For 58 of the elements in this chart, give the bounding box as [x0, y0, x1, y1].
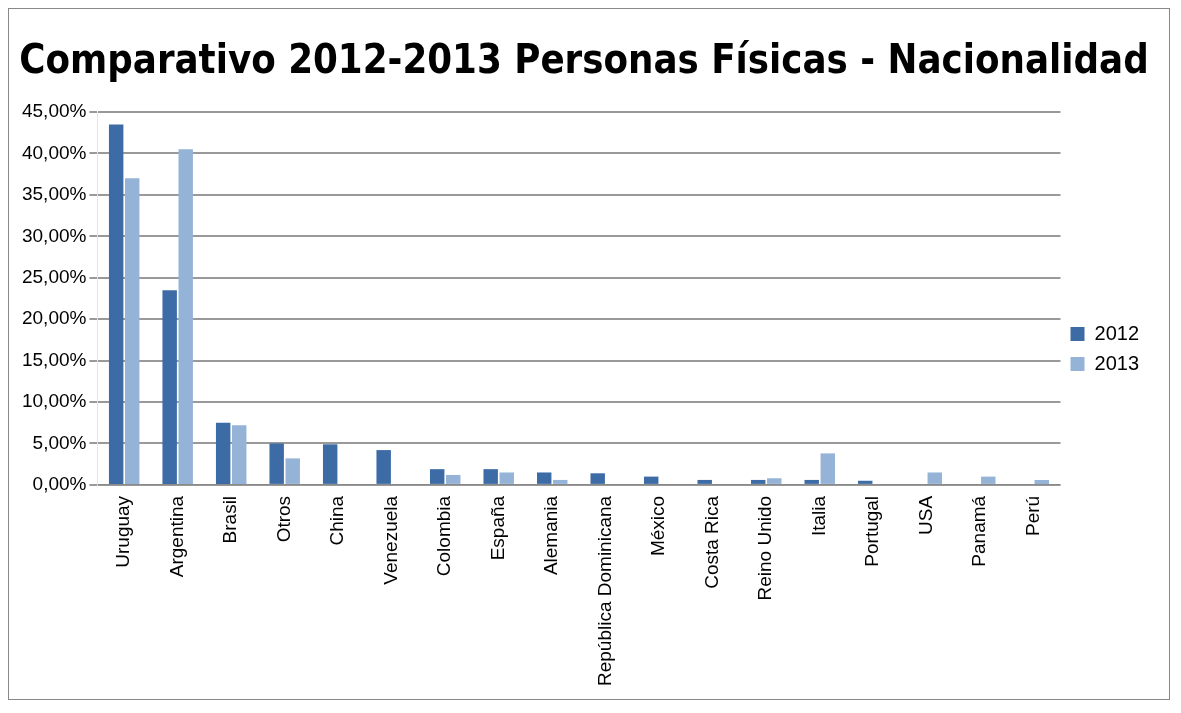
x-tick-label: Reino Unido: [754, 495, 776, 601]
legend-label: 2013: [1094, 351, 1140, 374]
y-tick-label: 35,00%: [21, 183, 87, 205]
bar: [215, 422, 231, 484]
y-tick-label: 30,00%: [21, 224, 87, 246]
y-tick-label: 25,00%: [21, 265, 87, 287]
bar: [232, 425, 247, 484]
bar: [590, 473, 605, 484]
x-tick-label: Venezuela: [379, 495, 401, 585]
x-tick-label: España: [486, 495, 508, 561]
chart-title: Comparativo 2012-2013 Personas Físicas - Nacionalidad: [19, 36, 1149, 83]
y-tick-label: 0,00%: [32, 473, 87, 495]
bar: [981, 476, 996, 484]
x-tick-label: Otros: [272, 495, 294, 543]
y-tick-label: 40,00%: [21, 141, 87, 163]
bar: [285, 458, 300, 484]
x-tick-label: Brasil: [219, 495, 241, 544]
bar: [697, 479, 712, 484]
x-tick-label: México: [647, 495, 669, 557]
bar: [162, 290, 177, 484]
x-tick-label: USA: [914, 495, 936, 535]
bar: [858, 480, 873, 484]
bar: [376, 450, 391, 484]
bar: [499, 472, 514, 484]
bar: [125, 178, 140, 484]
bar: [643, 476, 659, 484]
bar: [446, 474, 461, 484]
y-tick-label: 15,00%: [21, 348, 87, 370]
x-tick-label: China: [326, 495, 348, 546]
bar: [553, 479, 568, 484]
x-tick-label: República Dominicana: [593, 495, 615, 687]
bar: [429, 469, 445, 484]
x-tick-label: Costa Rica: [700, 495, 722, 589]
legend-label: 2012: [1094, 321, 1140, 344]
x-tick-label: Panamá: [968, 495, 990, 567]
y-tick-label: 10,00%: [21, 390, 87, 412]
x-tick-label: Perú: [1021, 495, 1043, 537]
x-tick-label: Portugal: [861, 495, 883, 567]
bar: [483, 469, 498, 484]
bar: [1034, 479, 1050, 484]
bar: [820, 453, 835, 484]
bar: [804, 479, 819, 484]
y-tick-label: 5,00%: [32, 431, 87, 453]
x-tick-label: Argentina: [165, 495, 187, 578]
x-tick-label: Alemania: [540, 495, 562, 576]
bar: [108, 124, 124, 484]
bar: [322, 444, 338, 484]
bar: [767, 478, 782, 484]
x-tick-label: Colombia: [433, 495, 455, 577]
bar: [927, 472, 942, 484]
y-tick-label: 45,00%: [21, 100, 87, 122]
x-tick-label: Italia: [807, 495, 829, 537]
bar: [269, 443, 284, 484]
bar: [750, 479, 766, 484]
bar: [536, 472, 552, 484]
bar: [178, 149, 193, 484]
x-tick-label: Uruguay: [112, 495, 134, 568]
y-tick-label: 20,00%: [21, 307, 87, 329]
